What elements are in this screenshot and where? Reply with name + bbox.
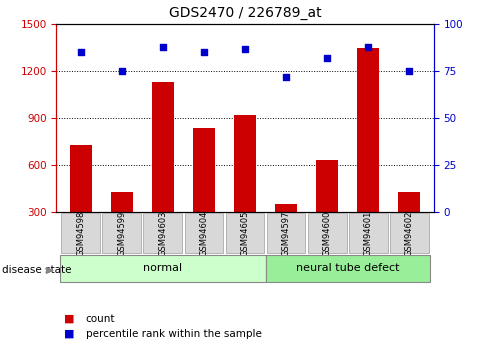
Text: GSM94602: GSM94602 [405,210,414,256]
Text: GSM94605: GSM94605 [241,210,249,256]
Text: neural tube defect: neural tube defect [296,264,399,273]
FancyBboxPatch shape [61,213,100,253]
Text: ■: ■ [64,314,74,324]
Point [200,50,208,55]
FancyBboxPatch shape [390,213,429,253]
Point [159,44,167,49]
Text: GSM94597: GSM94597 [282,210,291,256]
Bar [152,82,174,212]
Title: GDS2470 / 226789_at: GDS2470 / 226789_at [169,6,321,20]
Text: ■: ■ [64,329,74,338]
Text: GSM94601: GSM94601 [364,210,372,256]
Bar [234,115,256,212]
FancyBboxPatch shape [267,213,305,253]
Point [405,68,413,74]
Text: ▶: ▶ [46,265,53,275]
Bar [316,160,338,212]
Text: disease state: disease state [2,265,72,275]
Bar [193,128,215,212]
Text: GSM94599: GSM94599 [118,210,126,256]
FancyBboxPatch shape [102,213,142,253]
Point [323,55,331,61]
Point [282,74,290,80]
Text: GSM94600: GSM94600 [322,210,332,256]
Text: normal: normal [144,264,183,273]
Text: count: count [86,314,115,324]
Bar [275,204,297,212]
FancyBboxPatch shape [348,213,388,253]
Point [364,44,372,49]
Point [77,50,85,55]
Point [241,46,249,51]
FancyBboxPatch shape [185,213,223,253]
Point [118,68,126,74]
FancyBboxPatch shape [266,255,430,282]
FancyBboxPatch shape [308,213,346,253]
Text: GSM94598: GSM94598 [76,210,85,256]
Bar [111,192,133,212]
FancyBboxPatch shape [60,255,266,282]
Bar [70,145,92,212]
Text: percentile rank within the sample: percentile rank within the sample [86,329,262,338]
FancyBboxPatch shape [144,213,182,253]
Bar [357,48,379,212]
Text: GSM94603: GSM94603 [158,210,168,256]
FancyBboxPatch shape [225,213,265,253]
Bar [398,192,420,212]
Text: GSM94604: GSM94604 [199,210,208,256]
